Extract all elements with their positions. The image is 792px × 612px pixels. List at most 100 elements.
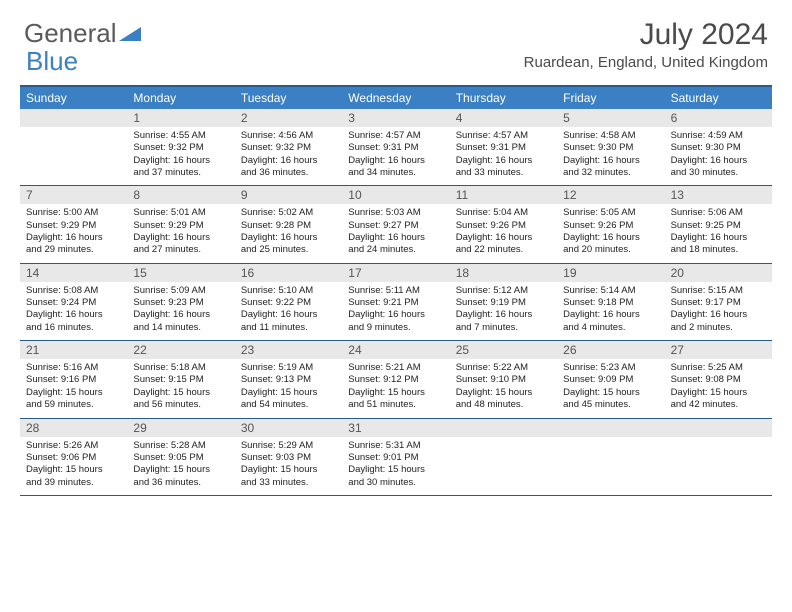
day-cell: Sunrise: 4:58 AMSunset: 9:30 PMDaylight:… [557,127,664,185]
day-cell: Sunrise: 5:01 AMSunset: 9:29 PMDaylight:… [127,204,234,262]
day-info-line: and 33 minutes. [241,477,336,489]
day-info-line: Sunset: 9:08 PM [671,374,766,386]
date-number: 14 [20,264,127,282]
location-text: Ruardean, England, United Kingdom [524,54,768,71]
title-block: July 2024 Ruardean, England, United King… [524,18,768,71]
weekday-header: Sunday [20,87,127,109]
day-cell: Sunrise: 5:16 AMSunset: 9:16 PMDaylight:… [20,359,127,417]
day-info-line: Daylight: 16 hours [26,309,121,321]
day-cell: Sunrise: 4:59 AMSunset: 9:30 PMDaylight:… [665,127,772,185]
day-info-line: and 16 minutes. [26,322,121,334]
day-cell: Sunrise: 5:00 AMSunset: 9:29 PMDaylight:… [20,204,127,262]
day-cell: Sunrise: 5:15 AMSunset: 9:17 PMDaylight:… [665,282,772,340]
day-info-line: Sunset: 9:31 PM [348,142,443,154]
day-cell: Sunrise: 5:28 AMSunset: 9:05 PMDaylight:… [127,437,234,495]
day-info-line: Daylight: 16 hours [348,155,443,167]
day-info-line: Sunset: 9:29 PM [133,220,228,232]
date-number: 3 [342,109,449,127]
day-cell [450,437,557,495]
day-info-line: and 54 minutes. [241,399,336,411]
day-info-line: Sunrise: 5:12 AM [456,285,551,297]
day-info-line: Daylight: 15 hours [241,387,336,399]
day-info-line: Sunset: 9:24 PM [26,297,121,309]
day-info-line: Sunset: 9:15 PM [133,374,228,386]
day-info-line: and 30 minutes. [671,167,766,179]
date-number: 8 [127,186,234,204]
day-info-line: Daylight: 15 hours [133,387,228,399]
day-info-line: Sunrise: 5:03 AM [348,207,443,219]
day-info-line: Daylight: 16 hours [456,309,551,321]
date-number: 2 [235,109,342,127]
day-info-line: Sunset: 9:30 PM [671,142,766,154]
day-cell [665,437,772,495]
day-info-line: Sunrise: 5:25 AM [671,362,766,374]
day-cell: Sunrise: 5:25 AMSunset: 9:08 PMDaylight:… [665,359,772,417]
day-info-line: Sunset: 9:03 PM [241,452,336,464]
day-info-line: Daylight: 15 hours [26,387,121,399]
date-number: 12 [557,186,664,204]
day-info-line: and 29 minutes. [26,244,121,256]
day-info-line: and 9 minutes. [348,322,443,334]
day-info-line: Daylight: 16 hours [456,232,551,244]
day-info-line: Sunset: 9:25 PM [671,220,766,232]
day-info-line: and 4 minutes. [563,322,658,334]
weekday-header-row: SundayMondayTuesdayWednesdayThursdayFrid… [20,87,772,109]
day-info-line: and 48 minutes. [456,399,551,411]
day-info-line: Daylight: 15 hours [133,464,228,476]
day-info-line: Daylight: 16 hours [348,232,443,244]
month-title: July 2024 [524,18,768,52]
date-number: 15 [127,264,234,282]
day-info-line: Sunrise: 5:01 AM [133,207,228,219]
day-info-line: Sunrise: 4:58 AM [563,130,658,142]
day-info-line: Sunrise: 5:08 AM [26,285,121,297]
date-number: 23 [235,341,342,359]
day-info-line: Sunset: 9:32 PM [133,142,228,154]
day-info-line: and 36 minutes. [241,167,336,179]
day-info-line: Daylight: 16 hours [671,155,766,167]
day-cell: Sunrise: 5:03 AMSunset: 9:27 PMDaylight:… [342,204,449,262]
day-cell: Sunrise: 5:10 AMSunset: 9:22 PMDaylight:… [235,282,342,340]
day-info-line: and 59 minutes. [26,399,121,411]
day-cell: Sunrise: 5:06 AMSunset: 9:25 PMDaylight:… [665,204,772,262]
day-info-line: Daylight: 15 hours [563,387,658,399]
day-info-line: Sunrise: 5:11 AM [348,285,443,297]
day-cell: Sunrise: 5:21 AMSunset: 9:12 PMDaylight:… [342,359,449,417]
day-info-line: and 51 minutes. [348,399,443,411]
date-number [665,419,772,437]
date-number-row: 21222324252627 [20,341,772,359]
date-number: 13 [665,186,772,204]
day-cell [20,127,127,185]
day-cell: Sunrise: 5:11 AMSunset: 9:21 PMDaylight:… [342,282,449,340]
day-info-line: Sunset: 9:28 PM [241,220,336,232]
date-number-row: 123456 [20,109,772,127]
day-info-line: Sunrise: 5:22 AM [456,362,551,374]
day-info-line: Sunrise: 4:57 AM [348,130,443,142]
day-info-line: and 7 minutes. [456,322,551,334]
day-info-line: Sunset: 9:12 PM [348,374,443,386]
week-row: Sunrise: 5:00 AMSunset: 9:29 PMDaylight:… [20,204,772,263]
day-cell: Sunrise: 5:02 AMSunset: 9:28 PMDaylight:… [235,204,342,262]
date-number: 4 [450,109,557,127]
day-info-line: Sunrise: 5:09 AM [133,285,228,297]
day-info-line: Sunrise: 5:28 AM [133,440,228,452]
day-info-line: Sunrise: 5:31 AM [348,440,443,452]
day-cell: Sunrise: 5:14 AMSunset: 9:18 PMDaylight:… [557,282,664,340]
day-info-line: Daylight: 16 hours [563,232,658,244]
date-number: 10 [342,186,449,204]
date-number: 17 [342,264,449,282]
weekday-header: Wednesday [342,87,449,109]
day-cell: Sunrise: 5:31 AMSunset: 9:01 PMDaylight:… [342,437,449,495]
brand-logo: General [24,18,141,49]
date-number: 26 [557,341,664,359]
day-info-line: Sunrise: 4:55 AM [133,130,228,142]
day-info-line: Sunset: 9:01 PM [348,452,443,464]
date-number [557,419,664,437]
day-info-line: Daylight: 16 hours [563,309,658,321]
brand-part2: Blue [26,46,78,77]
brand-part1: General [24,18,117,49]
day-info-line: Sunrise: 5:26 AM [26,440,121,452]
week-row: Sunrise: 5:26 AMSunset: 9:06 PMDaylight:… [20,437,772,496]
week-row: Sunrise: 5:16 AMSunset: 9:16 PMDaylight:… [20,359,772,418]
day-cell: Sunrise: 5:05 AMSunset: 9:26 PMDaylight:… [557,204,664,262]
day-info-line: Daylight: 15 hours [671,387,766,399]
